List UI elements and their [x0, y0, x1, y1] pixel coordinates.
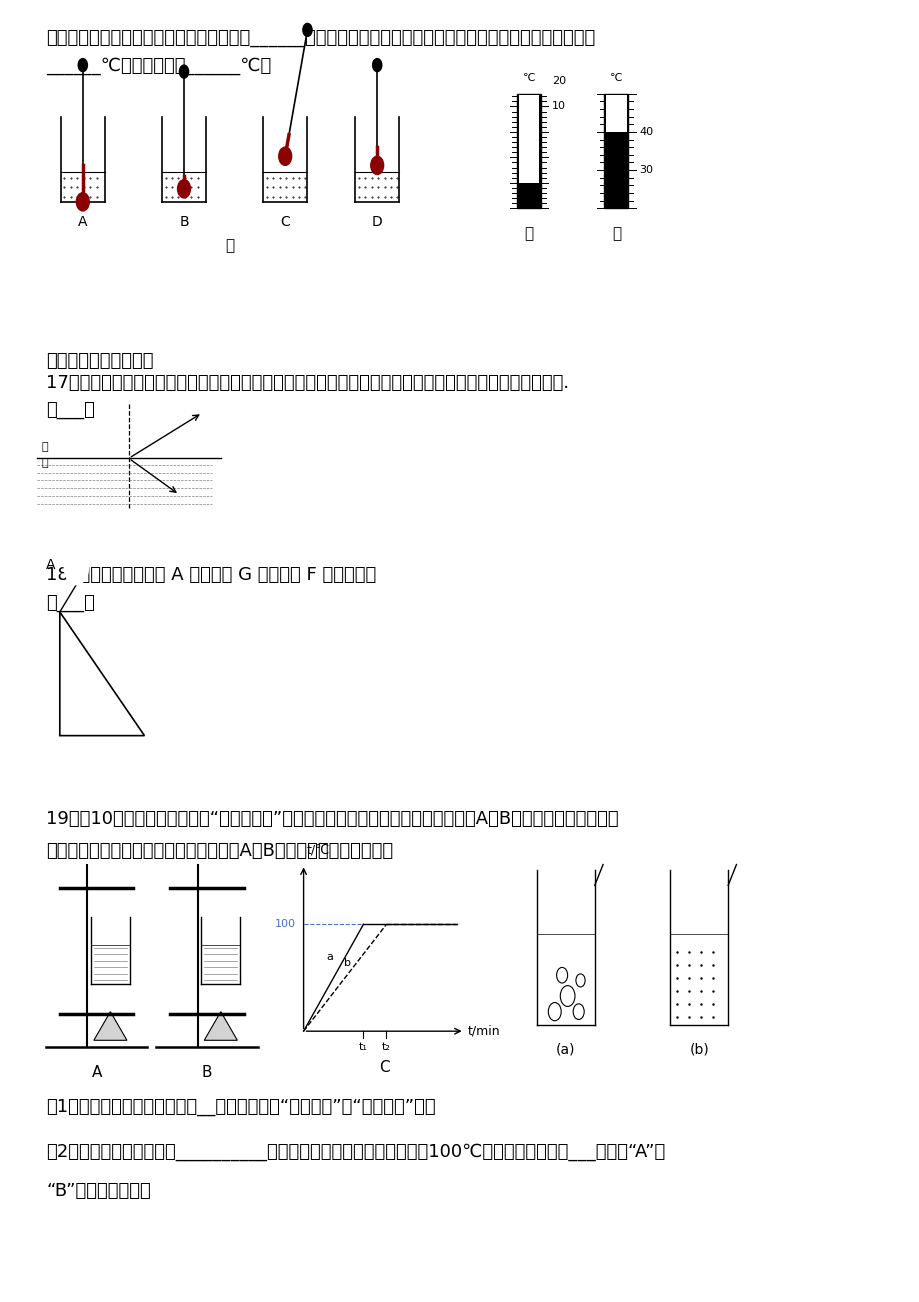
- Polygon shape: [94, 1012, 127, 1040]
- Text: 100: 100: [275, 919, 296, 930]
- Circle shape: [372, 59, 381, 72]
- Text: ______℃，水的温度是______℃。: ______℃，水的温度是______℃。: [46, 57, 271, 76]
- Text: A: A: [91, 1065, 102, 1081]
- Text: “B”）所示的装置；: “B”）所示的装置；: [46, 1182, 151, 1200]
- Bar: [516, 94, 540, 208]
- Text: A: A: [78, 215, 87, 229]
- Bar: [606, 95, 626, 132]
- Text: B: B: [201, 1065, 212, 1081]
- Text: 乙: 乙: [524, 227, 533, 242]
- Text: t/min: t/min: [467, 1025, 499, 1038]
- Text: 气: 气: [41, 458, 48, 469]
- Text: A: A: [46, 559, 55, 572]
- Circle shape: [370, 156, 383, 174]
- Text: 丙: 丙: [611, 227, 620, 242]
- Text: ℃: ℃: [522, 73, 535, 83]
- Text: 40: 40: [639, 126, 652, 137]
- Circle shape: [179, 65, 188, 78]
- Text: 10: 10: [551, 102, 565, 112]
- Polygon shape: [204, 1012, 237, 1040]
- Text: b: b: [344, 958, 351, 969]
- Text: 18．请在图中画出小球 A 所受重力 G 和绳拉力 F 的示意图。: 18．请在图中画出小球 A 所受重力 G 和绳拉力 F 的示意图。: [46, 566, 376, 585]
- Text: t₂: t₂: [381, 1042, 391, 1052]
- Text: ℃: ℃: [609, 73, 622, 83]
- Text: 四、作图、实验探究题: 四、作图、实验探究题: [46, 352, 153, 370]
- Circle shape: [302, 23, 312, 36]
- Bar: [518, 95, 539, 182]
- Circle shape: [177, 180, 190, 198]
- Text: t/℃: t/℃: [306, 844, 329, 857]
- Text: （___）: （___）: [46, 401, 95, 419]
- Text: C: C: [379, 1060, 389, 1075]
- Bar: [604, 94, 628, 208]
- Text: (b): (b): [688, 1043, 709, 1057]
- Text: （___）: （___）: [46, 594, 95, 612]
- Text: 时温度计的位置如图甲所示，其中正确的是______。图乙、丙分别是测冰和水时温度计的示数，那么冰的温度是: 时温度计的位置如图甲所示，其中正确的是______。图乙、丙分别是测冰和水时温度…: [46, 29, 595, 47]
- Text: 20: 20: [551, 76, 565, 86]
- Circle shape: [64, 551, 88, 585]
- Text: 17．图所示的是一条经水面反射后的光线，在图中画出其入射光线的准确方向及对应的折射光线的大致方向.: 17．图所示的是一条经水面反射后的光线，在图中画出其入射光线的准确方向及对应的折…: [46, 374, 569, 392]
- Text: 一套来完成实验。（实验室已准备多套图A、B所示的装置），请回答：: 一套来完成实验。（实验室已准备多套图A、B所示的装置），请回答：: [46, 842, 392, 861]
- Text: D: D: [371, 215, 382, 229]
- Circle shape: [76, 193, 89, 211]
- Text: 19．（10分）如图所示，在做“观察水永腾”的实验时，甲、乙、丙三组同学分别从图A、B所示的两套器材中任选: 19．（10分）如图所示，在做“观察水永腾”的实验时，甲、乙、丙三组同学分别从图…: [46, 810, 618, 828]
- Text: t₁: t₁: [358, 1042, 368, 1052]
- Circle shape: [278, 147, 291, 165]
- Text: 空: 空: [41, 441, 48, 452]
- Text: C: C: [280, 215, 289, 229]
- Text: 甲: 甲: [225, 238, 234, 254]
- Text: （2）温度计的工作原理是__________，甲组同学发现所测水的永点高于100℃，他们选择的是图___（选填“A”或: （2）温度计的工作原理是__________，甲组同学发现所测水的永点高于100…: [46, 1143, 664, 1161]
- Text: (a): (a): [555, 1043, 575, 1057]
- Text: （1）组装实验器材时，应按照__的顺序（选填“自上而下”或“自下而上”）；: （1）组装实验器材时，应按照__的顺序（选填“自上而下”或“自下而上”）；: [46, 1098, 436, 1116]
- Circle shape: [78, 59, 87, 72]
- Text: B: B: [179, 215, 188, 229]
- Text: a: a: [325, 952, 333, 962]
- Text: 30: 30: [639, 165, 652, 176]
